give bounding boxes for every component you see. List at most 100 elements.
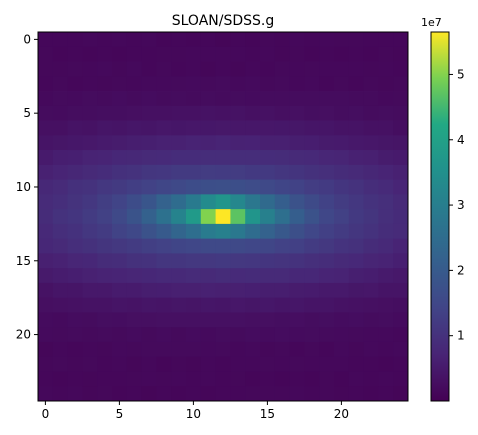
colorbar-tick-label: 2 (457, 263, 465, 277)
heatmap-cell (97, 386, 113, 402)
heatmap-cell (260, 91, 276, 107)
heatmap-cell (289, 209, 305, 225)
heatmap-cell (126, 194, 142, 210)
heatmap-cell (38, 120, 54, 136)
heatmap-cell (52, 179, 68, 195)
heatmap-cell (319, 105, 335, 121)
heatmap-cell (171, 135, 187, 151)
heatmap-cell (245, 61, 261, 77)
heatmap-cell (378, 194, 394, 210)
heatmap-cell (112, 194, 128, 210)
heatmap-cell (304, 297, 320, 313)
heatmap-cell (200, 76, 216, 92)
heatmap-cell (186, 91, 202, 107)
heatmap-cell (141, 164, 157, 180)
heatmap-cell (141, 238, 157, 254)
heatmap-cell (97, 164, 113, 180)
heatmap-cell (378, 371, 394, 387)
heatmap-cell (156, 150, 172, 166)
heatmap-cell (52, 194, 68, 210)
heatmap-cell (82, 164, 98, 180)
heatmap-cell (348, 253, 364, 269)
heatmap-cell (186, 179, 202, 195)
heatmap-cell (393, 341, 409, 358)
heatmap-cell (289, 356, 305, 372)
heatmap-cell (126, 282, 142, 299)
heatmap-cell (363, 194, 379, 210)
heatmap-cell (38, 61, 54, 77)
heatmap-cell (126, 356, 142, 372)
heatmap-cell (363, 32, 379, 48)
heatmap-cell (274, 268, 290, 284)
heatmap-cell (186, 238, 202, 254)
heatmap-cell (82, 297, 98, 313)
heatmap-cell (348, 238, 364, 254)
heatmap-cell (334, 386, 350, 402)
heatmap-cell (393, 327, 409, 343)
heatmap-cell (378, 61, 394, 77)
heatmap-cell (52, 120, 68, 136)
heatmap-cell (260, 341, 276, 358)
colorbar (430, 31, 450, 402)
heatmap-cell (289, 135, 305, 151)
heatmap-cell (348, 32, 364, 48)
heatmap-cell (171, 282, 187, 299)
heatmap-cell (393, 312, 409, 328)
heatmap-cell (274, 76, 290, 92)
heatmap-cell (97, 150, 113, 166)
heatmap-cell (319, 120, 335, 136)
heatmap-cell (304, 341, 320, 358)
heatmap-cell (112, 238, 128, 254)
heatmap-cell (112, 253, 128, 269)
heatmap-cell (52, 268, 68, 284)
heatmap-cell (348, 91, 364, 107)
heatmap-cell (304, 371, 320, 387)
heatmap-cell (334, 61, 350, 77)
heatmap-cell (274, 135, 290, 151)
heatmap-cell (304, 253, 320, 269)
heatmap-cell (378, 209, 394, 225)
heatmap-cell (260, 61, 276, 77)
heatmap-cell (393, 268, 409, 284)
heatmap-cell (304, 46, 320, 62)
heatmap-cell (230, 120, 246, 136)
heatmap-cell (289, 282, 305, 299)
heatmap-cell (289, 327, 305, 343)
heatmap-cell (274, 194, 290, 210)
heatmap-cell (112, 135, 128, 151)
heatmap-cell (171, 312, 187, 328)
heatmap-cell (289, 238, 305, 254)
heatmap-cell (97, 135, 113, 151)
heatmap-cell (186, 194, 202, 210)
heatmap-cell (156, 312, 172, 328)
heatmap-cell (82, 135, 98, 151)
heatmap-cell (363, 105, 379, 121)
heatmap-cell (141, 341, 157, 358)
heatmap-cell (186, 282, 202, 299)
heatmap-cell (171, 179, 187, 195)
heatmap-cell (171, 32, 187, 48)
heatmap-cell (319, 194, 335, 210)
heatmap-cell (156, 32, 172, 48)
heatmap-cell (171, 238, 187, 254)
heatmap-cell (230, 341, 246, 358)
heatmap-cell (112, 76, 128, 92)
heatmap-cell (289, 105, 305, 121)
heatmap-cell (319, 268, 335, 284)
heatmap-cell (378, 327, 394, 343)
heatmap-cell (126, 386, 142, 402)
heatmap-cell (260, 223, 276, 240)
heatmap-cell (186, 327, 202, 343)
heatmap-cell (289, 46, 305, 62)
x-tick-label: 0 (42, 407, 50, 421)
heatmap-cell (112, 223, 128, 240)
heatmap-cell (245, 282, 261, 299)
heatmap-cell (348, 341, 364, 358)
y-tick-label: 10 (16, 180, 31, 194)
heatmap-cell (97, 327, 113, 343)
heatmap-cell (97, 61, 113, 77)
heatmap-cell (126, 32, 142, 48)
heatmap-cell (67, 223, 83, 240)
heatmap-cell (82, 105, 98, 121)
heatmap-cell (82, 341, 98, 358)
